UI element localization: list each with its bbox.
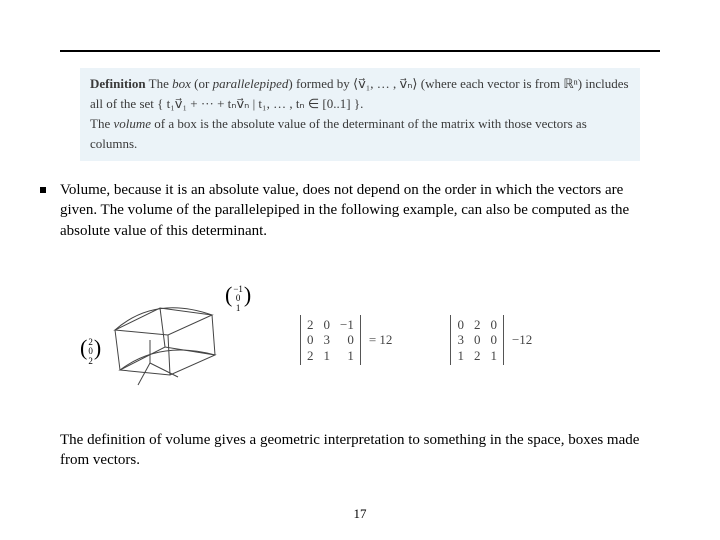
bullet-marker-icon <box>40 187 46 193</box>
definition-box: Definition The box (or parallelepiped) f… <box>80 68 640 161</box>
vec-left-2: 2 <box>88 357 93 366</box>
m2-20: 1 <box>457 348 464 364</box>
def-text-2b: of a box is the absolute value of the de… <box>90 116 587 151</box>
m2-22: 1 <box>490 348 497 364</box>
determinant-2: 0 3 1 2 0 2 0 0 1 −12 <box>450 315 540 366</box>
bullet-text: Volume, because it is an absolute value,… <box>60 180 660 241</box>
m1-02: −1 <box>340 317 354 333</box>
m1-11: 3 <box>324 332 331 348</box>
m2-10: 3 <box>457 332 464 348</box>
bullet-block: Volume, because it is an absolute value,… <box>40 180 660 241</box>
m1-00: 2 <box>307 317 314 333</box>
m2-01: 2 <box>474 317 481 333</box>
m1-12: 0 <box>347 332 354 348</box>
def-text-2a: The <box>90 116 113 131</box>
page-number: 17 <box>0 506 720 522</box>
def-text-1a: The <box>146 76 172 91</box>
horizontal-rule <box>60 50 660 52</box>
diagram-vec-right: ( −1 0 1 ) <box>225 285 251 313</box>
m2-02: 0 <box>490 317 497 333</box>
det2-result: −12 <box>512 332 532 348</box>
diagram-vec-left: ( 2 0 2 ) <box>80 338 101 366</box>
figure-row: ( 2 0 2 ) ( −1 0 1 ) 2 0 <box>60 280 660 400</box>
def-text-1b: (or <box>191 76 213 91</box>
m1-21: 1 <box>324 348 331 364</box>
m2-11: 0 <box>474 332 481 348</box>
m1-01: 0 <box>324 317 331 333</box>
m2-12: 0 <box>490 332 497 348</box>
m2-00: 0 <box>457 317 464 333</box>
m1-10: 0 <box>307 332 314 348</box>
def-term-parallelepiped: parallelepiped <box>213 76 289 91</box>
det1-equals: = 12 <box>369 332 393 348</box>
m1-22: 1 <box>347 348 354 364</box>
determinant-1: 2 0 2 0 3 1 −1 0 1 = 12 <box>300 315 400 366</box>
m2-21: 2 <box>474 348 481 364</box>
m1-20: 2 <box>307 348 314 364</box>
definition-lead: Definition <box>90 76 146 91</box>
closing-text: The definition of volume gives a geometr… <box>60 430 660 471</box>
vec-right-2: 1 <box>236 304 241 313</box>
def-term-box: box <box>172 76 191 91</box>
def-term-volume: volume <box>113 116 151 131</box>
